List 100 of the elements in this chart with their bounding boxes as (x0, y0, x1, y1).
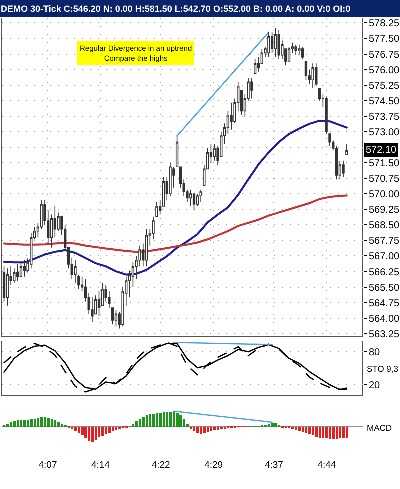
bar (325, 427, 328, 438)
bar (210, 427, 212, 431)
bar (10, 422, 12, 427)
bar (112, 427, 114, 431)
bar (17, 420, 19, 427)
bar (274, 423, 277, 427)
x-tick-label: 4:37 (264, 460, 284, 472)
candlestick (315, 63, 318, 87)
y-tick-label: 573.00 (369, 127, 400, 138)
candlestick (274, 28, 278, 58)
x-tick-label: 4:22 (152, 460, 170, 472)
bar (6, 424, 9, 427)
bar (207, 427, 209, 432)
bar (20, 420, 22, 427)
bar (173, 411, 175, 427)
candlestick (13, 268, 16, 284)
candlestick (23, 260, 26, 278)
bar (105, 427, 107, 434)
bar (302, 427, 304, 432)
bar (98, 427, 100, 437)
bar (322, 427, 324, 438)
candlestick (20, 262, 23, 278)
candlestick (196, 194, 199, 207)
candlestick (192, 194, 196, 212)
bar (298, 427, 301, 431)
bar (61, 424, 63, 427)
bar (156, 413, 158, 427)
bar (132, 424, 134, 427)
candlestick (312, 63, 314, 89)
bar (271, 423, 274, 427)
bar (169, 412, 172, 427)
y-tick-label: 564.75 (369, 298, 400, 310)
candlestick (268, 32, 270, 58)
candlestick (346, 144, 348, 156)
y-axis-title: MACD (367, 423, 392, 433)
bar (315, 427, 318, 437)
bar (146, 415, 148, 427)
x-tick-label: 4:44 (318, 460, 336, 472)
bar (176, 413, 179, 427)
x-tick-label: 4:29 (204, 460, 224, 472)
candlestick (304, 61, 308, 81)
candlestick (16, 264, 20, 282)
annotation: 572.10 (366, 145, 398, 156)
bar (44, 417, 46, 427)
y-tick-label: 569.25 (369, 205, 400, 216)
bar (329, 427, 331, 439)
y-tick-label: 575.25 (369, 80, 400, 92)
bar (91, 427, 94, 442)
bar (163, 412, 165, 427)
candlestick (250, 78, 254, 100)
y-tick-label: 567.75 (369, 236, 400, 248)
bar (332, 427, 335, 439)
y-tick-label: 565.50 (369, 282, 400, 294)
bar (13, 421, 16, 427)
bar (179, 415, 182, 427)
bar (346, 427, 348, 438)
candlestick (288, 46, 291, 62)
y-tick-label: 568.50 (369, 220, 400, 232)
candlestick (213, 144, 216, 162)
bar (183, 419, 185, 427)
candlestick (200, 190, 202, 203)
bar (78, 427, 80, 433)
y-tick-label: 574.50 (369, 96, 400, 108)
y-tick-label: 20 (369, 380, 381, 392)
x-tick-label: 4:14 (92, 460, 110, 472)
bar (217, 427, 219, 430)
candlestick (298, 44, 301, 56)
bar (84, 427, 87, 438)
bar (30, 419, 33, 427)
candlestick (230, 102, 233, 130)
y-tick-label: 578.25 (369, 18, 400, 30)
y-tick-label: 80 (369, 348, 381, 358)
candlestick (302, 46, 304, 60)
y-tick-label: 563.25 (369, 329, 400, 340)
line-series (3, 194, 348, 254)
bar (159, 413, 162, 427)
bar (139, 419, 141, 427)
bar (152, 414, 155, 427)
bar (308, 427, 311, 434)
y-tick-label: 576.00 (369, 65, 400, 76)
y-tick-label: 577.50 (369, 34, 400, 46)
bar (305, 427, 307, 433)
candlestick (294, 44, 298, 56)
line-series (3, 120, 348, 276)
y-tick-label: 570.00 (369, 190, 400, 201)
bar (23, 420, 26, 427)
bar (319, 427, 321, 438)
bar (200, 427, 202, 434)
candlestick (342, 160, 345, 178)
bar (142, 417, 145, 427)
bar (193, 427, 195, 431)
bar (51, 419, 53, 427)
bar (149, 414, 151, 427)
bar (213, 427, 216, 430)
y-tick-label: 573.75 (369, 112, 400, 123)
bar (34, 419, 36, 427)
bar (101, 427, 104, 436)
bar (336, 427, 338, 439)
bar (196, 427, 199, 433)
y-tick-label: 566.25 (369, 267, 400, 278)
